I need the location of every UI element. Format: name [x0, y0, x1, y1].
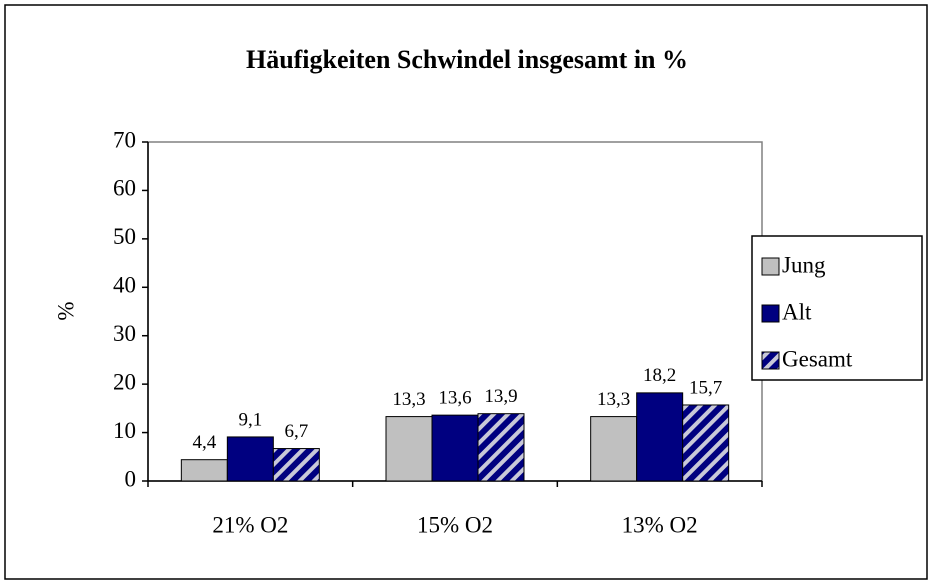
value-label: 13,6: [438, 387, 471, 408]
legend-swatch: [761, 304, 780, 323]
y-tick-label: 20: [113, 369, 136, 394]
value-label: 4,4: [192, 432, 216, 453]
bar: [226, 436, 274, 482]
legend-swatch: [761, 351, 780, 370]
y-tick-label: 70: [113, 127, 136, 152]
value-label: 13,3: [597, 389, 630, 410]
legend-label: Gesamt: [782, 346, 853, 371]
bar: [682, 404, 730, 482]
value-label: 9,1: [238, 409, 262, 430]
value-label: 13,9: [484, 386, 517, 407]
x-tick-label: 21% O2: [212, 512, 288, 537]
legend-swatch: [761, 257, 780, 276]
chart-title: Häufigkeiten Schwindel insgesamt in %: [246, 45, 688, 74]
x-tick-label: 15% O2: [417, 512, 493, 537]
legend-label: Alt: [782, 299, 812, 324]
value-label: 13,3: [392, 389, 425, 410]
y-tick-label: 40: [113, 273, 136, 298]
bar: [431, 414, 479, 482]
bar: [477, 413, 525, 482]
y-tick-label: 30: [113, 321, 136, 346]
y-axis-label: %: [53, 301, 78, 320]
y-tick-label: 10: [113, 418, 136, 443]
bar: [180, 459, 228, 482]
x-tick-label: 13% O2: [622, 512, 698, 537]
y-tick-label: 50: [113, 224, 136, 249]
value-label: 6,7: [284, 421, 308, 442]
legend: [751, 235, 923, 381]
bar: [385, 416, 433, 482]
value-label: 15,7: [689, 377, 722, 398]
legend-label: Jung: [782, 252, 826, 277]
bar: [636, 392, 684, 482]
y-tick-label: 0: [125, 466, 137, 491]
bar: [590, 416, 638, 482]
bar: [272, 448, 320, 482]
value-label: 18,2: [643, 365, 676, 386]
y-tick-label: 60: [113, 176, 136, 201]
